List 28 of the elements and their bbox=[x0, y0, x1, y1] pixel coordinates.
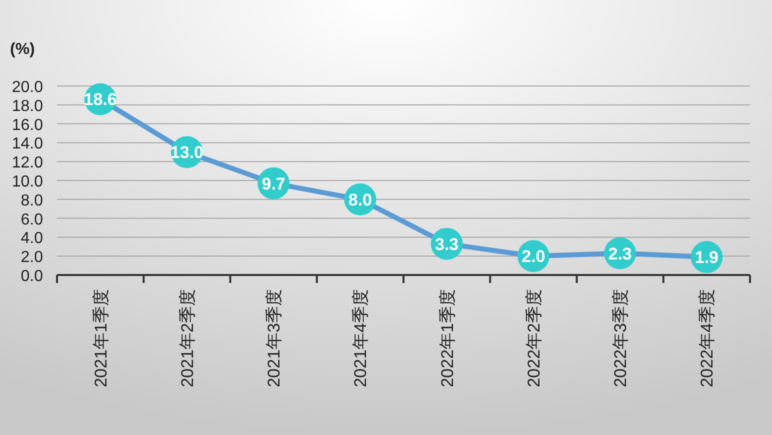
y-tick-label: 14.0 bbox=[12, 136, 44, 153]
x-tick-label: 2022年3季度 bbox=[611, 289, 630, 388]
data-label: 8.0 bbox=[348, 190, 372, 210]
y-tick-label: 12.0 bbox=[12, 154, 44, 172]
x-tick-label: 2021年4季度 bbox=[351, 289, 370, 388]
y-tick-label: 6.0 bbox=[20, 211, 44, 228]
data-label: 3.3 bbox=[434, 234, 459, 254]
data-label: 2.3 bbox=[608, 244, 632, 264]
data-label: 2.0 bbox=[522, 247, 546, 266]
y-tick-label: 2.0 bbox=[20, 249, 44, 266]
x-tick-label: 2021年3季度 bbox=[264, 289, 284, 388]
x-tick-label: 2022年2季度 bbox=[524, 289, 544, 388]
y-tick-label: 20.0 bbox=[12, 79, 44, 96]
y-tick-label: 16.0 bbox=[12, 116, 44, 134]
y-tick-label: 8.0 bbox=[20, 192, 44, 210]
x-tick-label: 2022年1季度 bbox=[438, 289, 457, 388]
data-label: 18.6 bbox=[84, 90, 117, 110]
data-label: 9.7 bbox=[262, 174, 286, 194]
data-label: 13.0 bbox=[170, 143, 204, 162]
data-label: 1.9 bbox=[694, 248, 719, 268]
x-tick-label: 2021年2季度 bbox=[178, 289, 197, 388]
x-tick-label: 2021年1季度 bbox=[91, 289, 110, 388]
y-tick-label: 4.0 bbox=[20, 230, 44, 248]
y-axis-title: (%) bbox=[10, 41, 35, 58]
y-tick-label: 18.0 bbox=[12, 98, 44, 115]
y-tick-label: 10.0 bbox=[12, 174, 44, 190]
y-tick-label: 0.0 bbox=[20, 268, 44, 285]
x-tick-label: 2022年4季度 bbox=[698, 289, 717, 388]
